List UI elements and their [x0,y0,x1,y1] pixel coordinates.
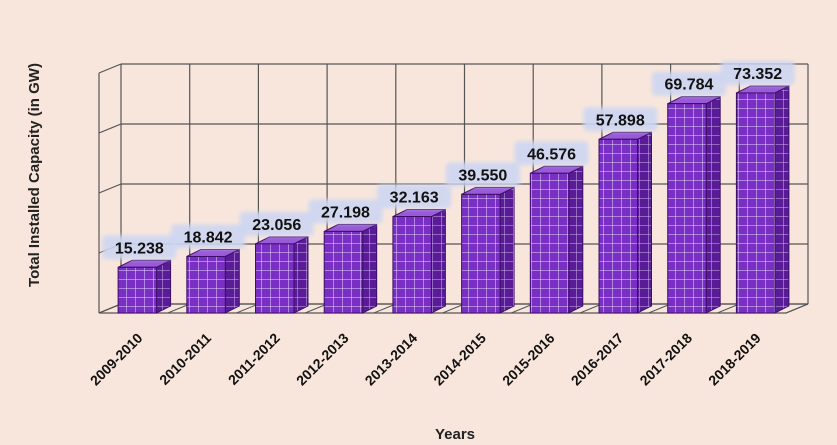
data-label: 18.842 [171,224,246,249]
bars [117,85,790,314]
gridline-side [98,123,122,134]
data-label: 57.898 [583,107,658,132]
x-tick-label: 2016-2017 [568,330,627,389]
floor-tick [236,303,259,314]
data-label-text: 69.784 [664,77,713,94]
data-label-text: 57.898 [596,112,645,129]
bar [323,223,378,314]
data-label-text: 39.550 [458,167,507,184]
x-tick-label: 2011-2012 [225,330,283,388]
data-label-box [377,184,452,209]
data-label: 39.550 [445,162,520,187]
data-label-text: 32.163 [390,190,439,207]
bar-front-face [461,193,501,314]
data-label-box [514,141,589,166]
floor-tick [373,303,396,314]
data-label: 15.238 [102,235,177,260]
data-label-text: 27.198 [321,204,370,221]
x-tick-label: 2014-2015 [430,330,489,389]
bar-side-face [430,208,446,314]
gridline-side [98,183,122,194]
data-label-box [102,235,177,260]
floor-tick [442,303,465,314]
bar [392,208,446,314]
bar-front-face [255,243,295,314]
data-label-box [720,60,795,85]
bar-side-face [224,248,240,314]
bar-side-face [362,223,378,314]
bar-front-face [117,266,158,314]
x-tick-label: 2009-2010 [87,330,146,389]
x-tick-label: 2013-2014 [362,330,421,389]
bar-side-face [499,186,515,314]
x-tick-label: 2010-2011 [156,330,214,388]
y-axis-label: Total Installed Capacity (in GW) [26,63,43,287]
data-label: 32.163 [377,184,452,209]
data-label-text: 73.352 [733,66,782,83]
bar-front-face [735,92,776,314]
bar-front-face [667,103,707,314]
data-label-box [239,211,314,236]
bar [529,165,584,314]
data-label: 69.784 [651,71,726,96]
bar [598,131,652,314]
bar-side-face [705,95,721,314]
gridline-side [98,63,122,74]
bar-front-face [529,172,570,314]
bar-side-face [156,259,172,314]
data-label: 27.198 [308,199,383,224]
floor-tick [717,303,740,314]
bar-side-face [636,131,652,314]
data-label-text: 18.842 [184,229,233,246]
x-tick-label: 2015-2016 [499,330,558,389]
data-label-text: 15.238 [115,240,164,257]
bar [461,186,515,314]
data-label-box [445,162,520,187]
x-tick-label: 2018-2019 [705,330,764,389]
floor-tick [98,303,122,314]
bar [255,236,309,314]
bar-front-face [392,216,432,314]
floor-tick [167,303,190,314]
x-tick-labels: 2009-2010 2010-2011 2011-2012 2012-2013 2013… [87,330,764,389]
data-label-box [583,107,658,132]
bar [186,248,240,314]
bar-side-face [293,236,309,314]
bar-side-face [774,85,790,314]
bar-front-face [323,230,364,314]
data-label: 73.352 [720,60,795,85]
data-label-text: 46.576 [527,146,576,163]
floor-tick [511,303,534,314]
data-label: 23.056 [239,211,314,236]
bar [735,85,790,314]
data-label-text: 23.056 [252,217,301,234]
data-label-box [651,71,726,96]
x-tick-label: 2012-2013 [293,330,352,389]
floor-tick [648,303,671,314]
data-label-box [308,199,383,224]
data-label-box [171,224,246,249]
bar-side-face [568,165,584,314]
bar-front-face [598,138,638,314]
floor-tick [785,303,809,314]
x-axis-label: Years [435,426,475,443]
floor-tick [304,303,328,314]
bar-front-face [186,255,226,314]
bar [117,259,172,314]
floor-tick [579,303,603,314]
data-labels: 15.238 18.842 23.056 27.198 32.163 39.550 46.5… [102,60,795,260]
x-tick-label: 2017-2018 [636,330,695,389]
data-label: 46.576 [514,141,589,166]
bar [667,95,721,314]
